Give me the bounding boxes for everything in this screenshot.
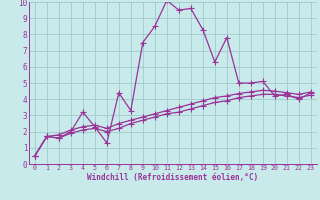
X-axis label: Windchill (Refroidissement éolien,°C): Windchill (Refroidissement éolien,°C) [87,173,258,182]
